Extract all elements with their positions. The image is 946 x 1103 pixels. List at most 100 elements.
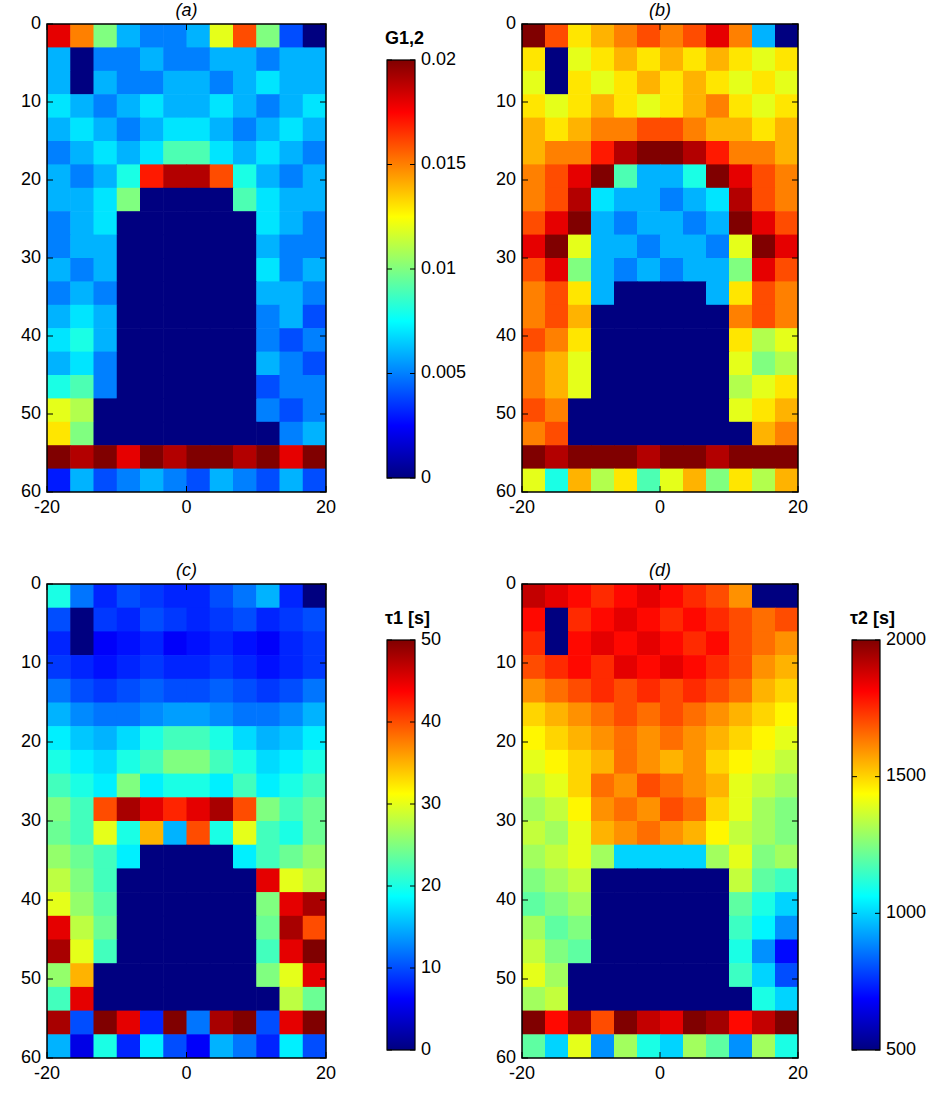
x-tick xyxy=(186,486,187,492)
heatmap-cell xyxy=(706,141,730,165)
heatmap-cell xyxy=(706,703,730,727)
heatmap-cell xyxy=(187,118,211,142)
heatmap-cell xyxy=(233,584,257,608)
y-tick xyxy=(522,180,528,181)
heatmap-cell xyxy=(660,352,684,376)
heatmap-cell xyxy=(187,845,211,869)
heatmap-cell xyxy=(117,211,141,235)
heatmap-cell xyxy=(256,821,280,845)
heatmap-cell xyxy=(568,679,592,703)
heatmap-cell xyxy=(94,118,118,142)
heatmap-cell xyxy=(256,469,280,492)
y-tick-label: 0 xyxy=(506,573,516,593)
heatmap-cell xyxy=(637,1034,661,1058)
heatmap-cell xyxy=(233,352,257,376)
colorbar-tick xyxy=(410,804,415,805)
y-tick xyxy=(47,336,53,337)
heatmap-cell xyxy=(522,631,546,655)
y-tick xyxy=(47,180,53,181)
heatmap-cell xyxy=(614,24,638,48)
heatmap-cell xyxy=(706,679,730,703)
heatmap-cell xyxy=(660,821,684,845)
heatmap-cell xyxy=(70,445,94,469)
heatmap-cell xyxy=(94,469,118,492)
heatmap-cell xyxy=(591,352,615,376)
heatmap-cell xyxy=(163,1011,187,1035)
heatmap-cell xyxy=(117,422,141,446)
heatmap-cell xyxy=(303,631,326,655)
heatmap-cell xyxy=(637,940,661,964)
heatmap-cell xyxy=(256,726,280,750)
heatmap-cell xyxy=(706,469,730,492)
y-tick xyxy=(320,336,326,337)
heatmap-cell xyxy=(163,188,187,212)
heatmap-cell xyxy=(591,1011,615,1035)
heatmap-cell xyxy=(775,24,798,48)
heatmap-cell xyxy=(256,164,280,188)
heatmap-cell xyxy=(187,916,211,940)
heatmap-cell xyxy=(637,235,661,259)
heatmap-cell xyxy=(568,94,592,118)
heatmap-cell xyxy=(210,845,234,869)
heatmap-cell xyxy=(117,47,141,71)
heatmap-cell xyxy=(568,631,592,655)
heatmap-cell xyxy=(752,188,776,212)
x-tick xyxy=(522,486,523,492)
heatmap-cell xyxy=(187,352,211,376)
heatmap-cell xyxy=(280,422,304,446)
heatmap-cell xyxy=(187,868,211,892)
y-tick-label: 10 xyxy=(496,652,516,672)
heatmap-cell xyxy=(256,655,280,679)
heatmap-cell xyxy=(140,445,164,469)
heatmap-cell xyxy=(614,352,638,376)
heatmap-cell xyxy=(729,118,753,142)
heatmap-cell xyxy=(660,258,684,282)
heatmap-cell xyxy=(280,655,304,679)
heatmap-cell xyxy=(187,71,211,95)
heatmap-cell xyxy=(729,235,753,259)
heatmap-cell xyxy=(660,1034,684,1058)
heatmap-cell xyxy=(637,71,661,95)
heatmap-cell xyxy=(163,584,187,608)
heatmap-cell xyxy=(140,328,164,352)
y-tick xyxy=(792,900,798,901)
heatmap-cell xyxy=(280,188,304,212)
heatmap-cell xyxy=(752,679,776,703)
colorbar-tick xyxy=(387,478,392,479)
heatmap-cell xyxy=(568,963,592,987)
heatmap-cell xyxy=(729,845,753,869)
heatmap-cell xyxy=(140,141,164,165)
heatmap-cell xyxy=(637,305,661,329)
heatmap-cell xyxy=(706,774,730,798)
heatmap-cell xyxy=(706,258,730,282)
heatmap-cell xyxy=(706,352,730,376)
heatmap-cell xyxy=(568,987,592,1011)
heatmap-cell xyxy=(210,655,234,679)
heatmap-cell xyxy=(303,422,326,446)
heatmap-cell xyxy=(140,845,164,869)
heatmap-cell xyxy=(233,750,257,774)
heatmap-cell xyxy=(117,469,141,492)
heatmap-cell xyxy=(280,235,304,259)
heatmap-cell xyxy=(614,258,638,282)
heatmap-cell xyxy=(614,1011,638,1035)
heatmap-cell xyxy=(614,987,638,1011)
heatmap-cell xyxy=(47,118,71,142)
heatmap-cell xyxy=(729,703,753,727)
y-tick xyxy=(320,414,326,415)
heatmap-cell xyxy=(117,1011,141,1035)
heatmap-cell xyxy=(47,375,71,399)
heatmap-cell xyxy=(637,655,661,679)
heatmap-cell xyxy=(140,940,164,964)
heatmap-cell xyxy=(637,774,661,798)
colorbar-tick-label: 10 xyxy=(421,957,441,977)
heatmap-cell xyxy=(70,726,94,750)
heatmap-cell xyxy=(303,797,326,821)
heatmap-cell xyxy=(614,892,638,916)
heatmap-cell xyxy=(187,211,211,235)
heatmap-cell xyxy=(752,774,776,798)
heatmap-cell xyxy=(775,608,798,632)
heatmap-cell xyxy=(140,987,164,1011)
heatmap-cell xyxy=(568,845,592,869)
heatmap-cell xyxy=(660,71,684,95)
